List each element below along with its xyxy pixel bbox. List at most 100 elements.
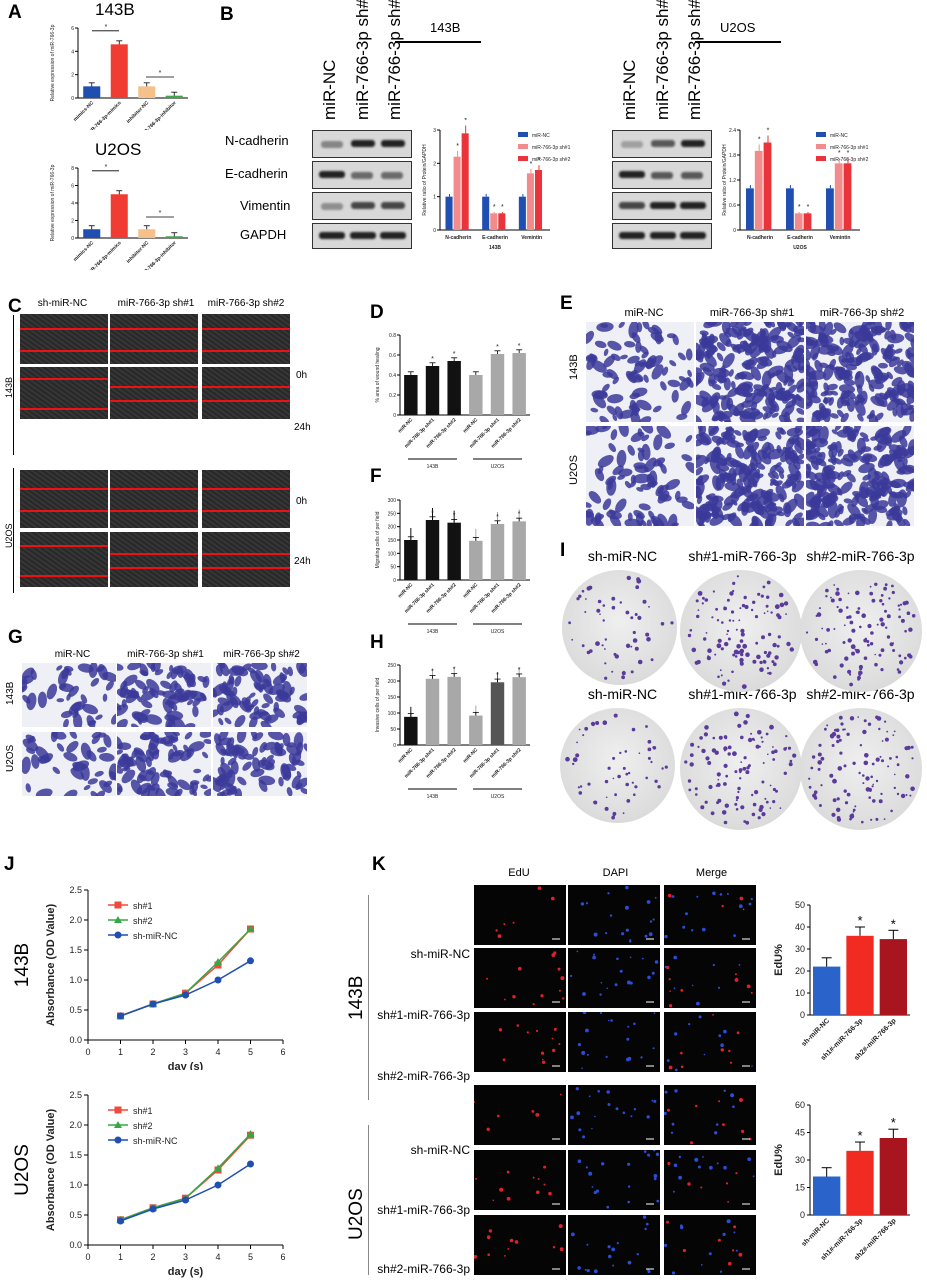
wb-protein-ecad: E-cadherin [225, 166, 288, 181]
panel-a-title-143b: 143B [95, 0, 135, 19]
stain-image [586, 322, 694, 422]
bar [138, 86, 156, 98]
significance-star: * [891, 1115, 896, 1130]
legend-label: miR-766-3p sh#2 [532, 157, 571, 163]
y-tick-label: 0 [800, 1010, 805, 1020]
wb-143b-ncad-blot [312, 130, 412, 158]
group-label: 143B [427, 464, 439, 470]
x-tick-label: Vemintin [830, 235, 851, 241]
panel-h-chart: 0 50 100 150 200 250 Invasive cells of per fie… [375, 663, 530, 800]
bar [165, 95, 183, 98]
bar [83, 229, 101, 238]
y-tick-label: 60 [795, 1100, 805, 1110]
e-row-u2os: U2OS [568, 455, 580, 485]
bar [813, 966, 841, 1015]
y-tick-label: 0 [800, 1210, 805, 1220]
y-tick-label: 1.0 [69, 975, 82, 985]
y-tick-label: 150 [388, 695, 397, 701]
significance-star: * [518, 667, 521, 674]
stain-image [806, 322, 914, 422]
x-tick-label: miR-NC [462, 747, 479, 764]
c-time-0h-143b: 0h [296, 370, 308, 381]
wb-u2os-lane-2: miR-766-3p sh#1 [653, 0, 672, 120]
bar-mir-766-3p-sh-2 [534, 170, 543, 230]
group-label: 143B [427, 794, 439, 800]
wb-u2os-lane-1: miR-NC [620, 59, 639, 120]
y-axis-label: Absorbance (OD Value) [45, 1109, 57, 1232]
panel-d-chart: 0 0.2 0.4 0.6 0.8 % area of wound healing miR-… [375, 333, 530, 470]
y-tick-label: 1.2 [729, 178, 736, 184]
group-label: U2OS [491, 629, 505, 635]
bar [425, 678, 440, 745]
y-tick-label: 50 [390, 565, 396, 571]
x-tick-label: miR-NC [397, 747, 414, 764]
row-label: 143B [12, 943, 33, 987]
y-axis-label: Relative expression of miR-766-3p [50, 24, 56, 101]
c-time-0h-u2os: 0h [296, 496, 308, 507]
wound-image [110, 314, 198, 364]
stain-image [806, 426, 914, 526]
legend-marker [114, 1121, 122, 1128]
y-tick-label: 3 [433, 128, 436, 134]
data-point [246, 925, 255, 932]
y-tick-label: 1.0 [69, 1180, 82, 1190]
data-point [246, 1130, 255, 1137]
bar [813, 1176, 841, 1215]
group-label: 143B [427, 629, 439, 635]
y-tick-label: 15 [795, 1183, 805, 1193]
significance-star: * [159, 210, 162, 217]
e-col-1: miR-NC [624, 307, 664, 319]
data-point [214, 1181, 222, 1189]
panel-label-c: C [8, 296, 22, 317]
wound-image [202, 470, 290, 528]
k-u2os-row-1: sh-miR-NC [410, 1143, 470, 1157]
y-tick-label: 0.6 [389, 353, 396, 359]
y-tick-label: 0.2 [389, 393, 396, 399]
panel-k-u2os-chart: 015304560EdU%sh-miR-NC*sh1#-miR-766-3p*s… [773, 1100, 910, 1262]
wound-image [110, 367, 198, 419]
y-tick-label: 0.5 [69, 1005, 82, 1015]
legend-marker [114, 931, 122, 939]
wb-protein-gapdh: GAPDH [240, 227, 287, 242]
panel-label-g: G [8, 627, 23, 648]
wb-protein-ncad: N-cadherin [225, 133, 289, 148]
wound-image [20, 367, 108, 419]
y-tick-label: 0 [393, 578, 396, 584]
c-col-2: miR-766-3p sh#1 [117, 298, 195, 309]
x-tick-label: 5 [248, 1047, 253, 1057]
bar [447, 676, 461, 745]
bar-mir-766-3p-sh-2 [763, 142, 772, 230]
series-line [120, 960, 251, 1017]
k-row-u2os: U2OS [346, 1188, 367, 1240]
y-axis-label: EdU% [773, 944, 785, 976]
g-col-1: miR-NC [54, 649, 91, 660]
significance-star: * [538, 157, 541, 164]
y-tick-label: 0 [393, 413, 396, 419]
fluorescence-image [568, 948, 660, 1008]
bar [490, 354, 505, 415]
fluorescence-image [664, 1215, 756, 1275]
x-tick-label: sh-miR-NC [801, 1017, 832, 1048]
x-axis-label: U2OS [793, 245, 807, 251]
y-tick-label: 4 [71, 201, 74, 207]
bar-mir-766-3p-sh-2 [843, 163, 852, 230]
stain-image [22, 732, 116, 796]
fluorescence-image [473, 1215, 566, 1275]
bar [447, 522, 461, 580]
k-u2os-row-3: sh#2-miR-766-3p [377, 1262, 470, 1276]
colony-dish [800, 570, 922, 692]
panel-label-f: F [370, 466, 382, 487]
series-line [120, 1134, 252, 1221]
x-tick-label: 2 [150, 1252, 155, 1262]
legend-marker [114, 901, 122, 909]
bar [846, 935, 874, 1015]
k-col-merge: Merge [695, 867, 728, 879]
x-tick-label: 2 [150, 1047, 155, 1057]
bar [512, 677, 526, 745]
significance-star: * [105, 164, 108, 171]
fluorescence-image [664, 1012, 756, 1072]
stain-image [696, 426, 804, 526]
bar-mir-nc [482, 196, 490, 230]
y-tick-label: 2.0 [69, 915, 82, 925]
wound-image [20, 314, 108, 364]
